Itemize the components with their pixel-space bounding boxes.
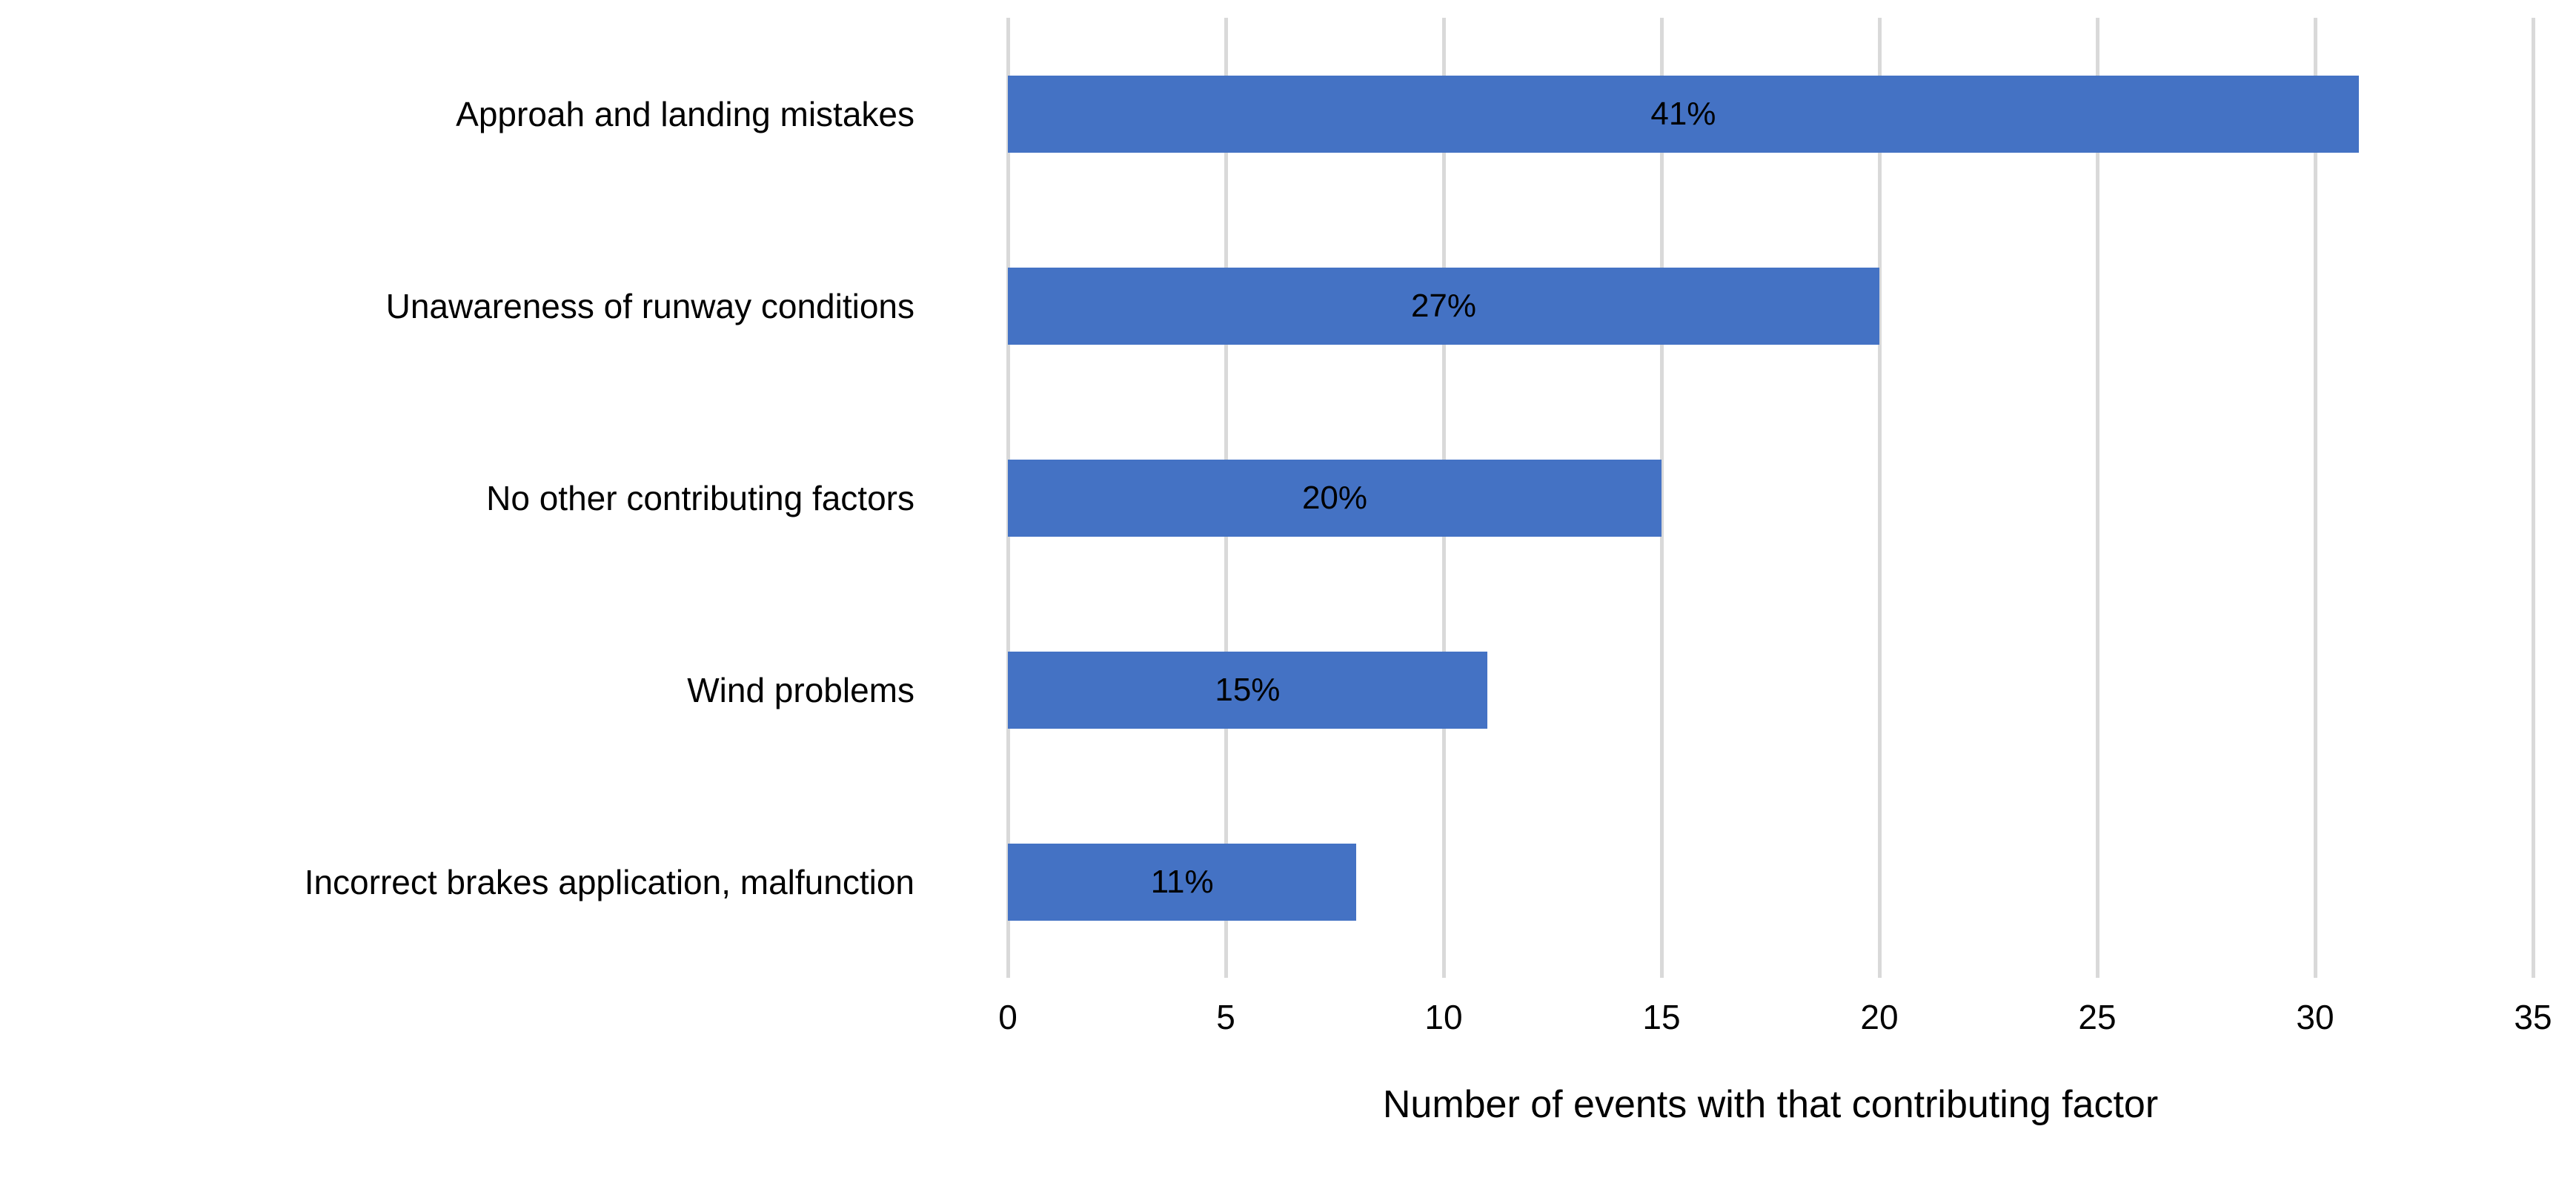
x-tick-label: 0 bbox=[998, 998, 1018, 1036]
category-label: No other contributing factors bbox=[486, 478, 914, 517]
bar: 15% bbox=[1008, 651, 1487, 729]
bar-data-label: 20% bbox=[1301, 479, 1368, 516]
gridline bbox=[2314, 18, 2317, 978]
category-label: Unawareness of runway conditions bbox=[385, 286, 914, 325]
category-label: Wind problems bbox=[687, 670, 914, 709]
bar-row: 15% bbox=[1008, 594, 2533, 786]
bar-row: 41% bbox=[1008, 18, 2533, 210]
bar-data-label: 11% bbox=[1150, 863, 1214, 900]
bar-data-label: 41% bbox=[1650, 95, 1716, 132]
x-tick-label: 15 bbox=[1642, 998, 1681, 1036]
x-tick-label: 25 bbox=[2078, 998, 2117, 1036]
gridline bbox=[1660, 18, 1664, 978]
category-label: Incorrect brakes application, malfunctio… bbox=[304, 862, 914, 901]
x-axis-title: Number of events with that contributing … bbox=[1382, 1083, 2159, 1126]
x-axis-ticks: 0 5 10 15 20 25 30 35 bbox=[998, 997, 2552, 1056]
category-axis: Approah and landing mistakes Unawareness … bbox=[0, 18, 963, 978]
x-tick-label: 35 bbox=[2514, 998, 2552, 1036]
bar-row: 27% bbox=[1008, 210, 2533, 402]
bar: 20% bbox=[1008, 459, 1662, 537]
bar-data-label: 15% bbox=[1215, 671, 1281, 708]
x-tick-label: 5 bbox=[1216, 998, 1235, 1036]
x-tick-label: 20 bbox=[1860, 998, 1899, 1036]
bar-row: 20% bbox=[1008, 402, 2533, 594]
gridline bbox=[1878, 18, 1882, 978]
category-label: Approah and landing mistakes bbox=[456, 94, 914, 133]
x-tick-label: 30 bbox=[2296, 998, 2334, 1036]
gridline bbox=[2532, 18, 2535, 978]
gridline bbox=[2096, 18, 2099, 978]
bar-data-label: 27% bbox=[1410, 287, 1477, 324]
x-tick-label: 10 bbox=[1424, 998, 1463, 1036]
bar-row: 11% bbox=[1008, 786, 2533, 978]
bar: 41% bbox=[1008, 75, 2359, 153]
bar: 27% bbox=[1008, 267, 1879, 345]
bar-series: 41% 27% 20% 15% 11% bbox=[1008, 18, 2533, 978]
plot-area: 41% 27% 20% 15% 11% bbox=[1006, 18, 2535, 978]
bar: 11% bbox=[1008, 843, 1357, 921]
